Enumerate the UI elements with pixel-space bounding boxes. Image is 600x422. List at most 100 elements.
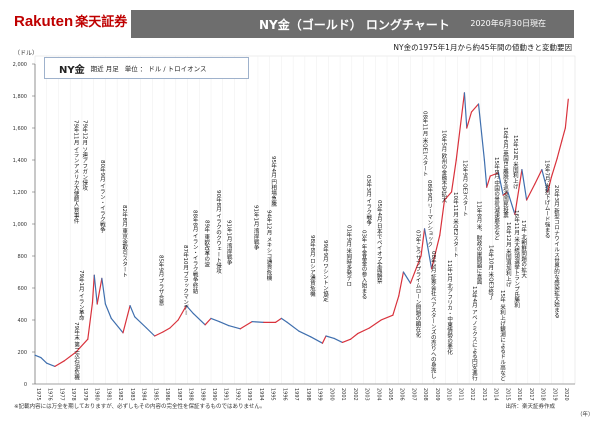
price-segment bbox=[40, 357, 48, 364]
rakuten-logo: Rakuten 楽天証券 bbox=[14, 13, 128, 30]
price-segment bbox=[409, 255, 422, 284]
y-tick-label: 400 bbox=[17, 318, 27, 324]
x-tick-label: 2005 bbox=[387, 388, 393, 401]
price-segment bbox=[350, 333, 359, 340]
x-tick-label: 2013 bbox=[481, 388, 487, 401]
annotation: 08年3月 証券会社ベアスターンズの売りへの身売し bbox=[429, 251, 436, 379]
price-segment bbox=[134, 316, 148, 329]
x-tick-label: 1994 bbox=[258, 388, 264, 401]
annotation: 82年8月 東京金取引スタート bbox=[121, 205, 128, 278]
price-segment bbox=[534, 169, 543, 185]
price-segment bbox=[561, 127, 566, 142]
price-segment bbox=[420, 228, 426, 257]
annotation: 80年9月 イラン・イラク戦争 bbox=[98, 160, 105, 233]
x-tick-label: 1983 bbox=[129, 388, 135, 401]
x-tick-label: 1987 bbox=[176, 388, 182, 401]
annotation: 98年8月 ロシア通貨危機 bbox=[308, 235, 315, 297]
price-segment bbox=[239, 321, 253, 330]
x-tick-label: 1985 bbox=[152, 388, 158, 401]
price-segment bbox=[398, 271, 405, 297]
chart-subtitle: NY金の1975年1月から約45年間の値動きと変動要因 bbox=[393, 43, 572, 52]
y-tick-label: 600 bbox=[17, 286, 27, 292]
price-segment bbox=[547, 177, 552, 193]
price-segment bbox=[325, 335, 335, 339]
annotation: 05年4月 日本でペイオフ全面解禁 bbox=[375, 200, 382, 284]
annotation: 89年 東欧改革の波 bbox=[203, 220, 210, 268]
price-segment bbox=[463, 92, 468, 129]
price-segment bbox=[75, 338, 89, 353]
x-tick-label: 2000 bbox=[328, 388, 334, 401]
price-segment bbox=[466, 111, 473, 129]
price-segment bbox=[274, 317, 282, 323]
annotation: 79年11月 イランアメリカ大使館人質事件 bbox=[72, 120, 79, 224]
source-note: 出所：楽天証券作成 bbox=[505, 404, 555, 410]
annotation: 79年12月 ソ連アフガン侵攻 bbox=[81, 120, 88, 191]
annotation: 12年9月 QE3スタート bbox=[461, 160, 468, 217]
annotation: 17年 北朝鮮問題の拡大 bbox=[520, 220, 527, 279]
price-segment bbox=[93, 274, 98, 305]
annotation: 91年1月 湾岸戦争 bbox=[252, 205, 259, 251]
x-tick-label: 1977 bbox=[58, 388, 64, 401]
price-segment bbox=[507, 191, 516, 215]
annotation: 07年ころ サブプライムローン問題の顕在化 bbox=[414, 230, 421, 338]
price-segment bbox=[402, 271, 412, 284]
legend-name: NY金 bbox=[59, 64, 85, 76]
x-tick-label: 1980 bbox=[94, 388, 100, 401]
price-segment bbox=[154, 331, 164, 337]
y-tick-label: 800 bbox=[17, 254, 27, 260]
price-segment bbox=[321, 335, 327, 344]
price-segment bbox=[91, 274, 95, 303]
y-tick-label: 1,600 bbox=[13, 126, 27, 132]
annotation: 16年11月 米大統領選挙トランプ氏勝利 bbox=[513, 210, 520, 309]
annotation: 08年11月 米QE1スタート bbox=[421, 111, 428, 177]
x-tick-label: 1981 bbox=[105, 388, 111, 401]
price-segment bbox=[280, 317, 288, 323]
x-tick-label: 2017 bbox=[528, 388, 534, 401]
price-segment bbox=[483, 159, 488, 188]
price-segment bbox=[541, 169, 549, 193]
annotation: 16年6月 英国EU離脱を巡る国民投票 bbox=[502, 127, 509, 219]
price-segment bbox=[455, 92, 466, 161]
price-segment bbox=[470, 103, 480, 113]
price-segment bbox=[218, 321, 230, 327]
price-segment bbox=[162, 327, 171, 333]
as-of-date: 2020年6月30日現在 bbox=[470, 19, 546, 28]
price-segment bbox=[443, 191, 453, 201]
price-segment bbox=[46, 362, 56, 367]
price-segment bbox=[87, 301, 94, 340]
title-banner: NY金（ゴールド） ロングチャート 2020年6月30日現在 bbox=[131, 10, 574, 38]
x-tick-label: 2012 bbox=[469, 388, 475, 401]
price-segment bbox=[430, 234, 441, 270]
legend-detail-2: 単位 ： ドル / トロイオンス bbox=[124, 65, 207, 73]
price-segment bbox=[486, 175, 491, 188]
price-segment bbox=[110, 317, 124, 334]
price-segment bbox=[514, 169, 523, 215]
price-segment bbox=[298, 330, 312, 338]
annotation: 15年8月 中国の景気減速懸念など bbox=[493, 157, 500, 241]
annotation: 87年10月 ブラックマンデー bbox=[182, 245, 189, 316]
annotation: 03年3月 イラク戦争 bbox=[365, 175, 372, 226]
annotation: 08年9月 リーマンショック bbox=[426, 180, 433, 248]
x-tick-label: 1979 bbox=[82, 388, 88, 401]
x-tick-label: 1993 bbox=[246, 388, 252, 401]
price-segment bbox=[556, 140, 563, 159]
x-tick-label: 2007 bbox=[410, 388, 416, 401]
annotation: 15年 米利上げ観測によるドル高など bbox=[498, 290, 505, 382]
price-segment bbox=[477, 103, 485, 161]
y-tick-label: 1,400 bbox=[13, 158, 27, 164]
annotation: 19年7月 米利下げムード強まる bbox=[543, 160, 550, 239]
price-segment bbox=[192, 313, 206, 326]
x-axis-label: （年） bbox=[577, 410, 594, 418]
annotation: 85年9月 プラザ合意 bbox=[157, 255, 164, 306]
legend-detail-1: 期近 月足 bbox=[90, 65, 119, 73]
price-segment bbox=[286, 321, 300, 332]
page-title: NY金（ゴールド） ロングチャート bbox=[259, 18, 450, 32]
price-segment bbox=[357, 327, 370, 335]
price-segment bbox=[564, 98, 569, 129]
price-segment bbox=[368, 319, 382, 329]
price-segment bbox=[129, 305, 136, 318]
annotation: 15年12月 米国利上げ bbox=[511, 135, 518, 190]
y-tick-label: 200 bbox=[17, 350, 27, 356]
annotation: 01年9月 米同時多発テロ bbox=[345, 225, 352, 287]
